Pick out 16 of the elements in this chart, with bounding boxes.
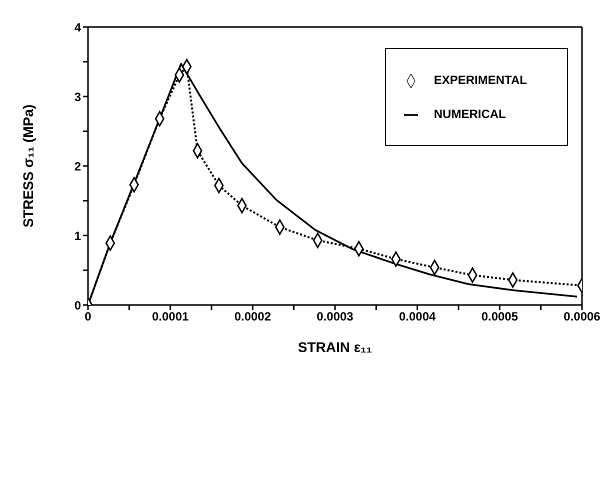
y-tick-label: 4 xyxy=(74,20,82,34)
y-tick-label: 1 xyxy=(74,228,82,243)
legend-label: NUMERICAL xyxy=(434,107,506,121)
x-tick-label: 0 xyxy=(84,310,92,324)
y-tick-label: 3 xyxy=(74,90,82,104)
x-tick-label: 0.0006 xyxy=(564,310,601,324)
y-axis-title: STRESS σ₁₁ (MPa) xyxy=(20,104,36,228)
x-tick-label: 0.0002 xyxy=(234,310,272,324)
y-tick-label: 2 xyxy=(74,159,82,174)
x-tick-label: 0.0003 xyxy=(316,310,354,324)
x-tick-label: 0.0004 xyxy=(398,310,436,324)
x-axis-title: STRAIN ε₁₁ xyxy=(298,339,372,355)
x-tick-label: 0.0001 xyxy=(152,310,190,324)
x-tick-label: 0.0005 xyxy=(481,310,518,324)
legend-label: EXPERIMENTAL xyxy=(434,73,527,87)
y-tick-label: 0 xyxy=(74,298,82,312)
